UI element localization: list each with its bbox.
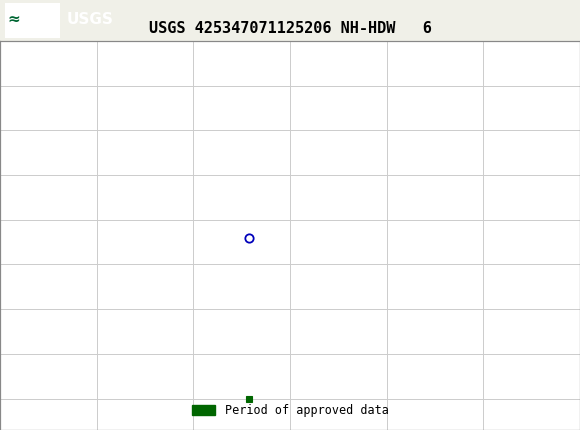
Text: USGS: USGS	[67, 12, 114, 27]
Legend: Period of approved data: Period of approved data	[187, 399, 393, 422]
Title: USGS 425347071125206 NH-HDW   6: USGS 425347071125206 NH-HDW 6	[148, 21, 432, 36]
Text: ≈: ≈	[8, 12, 20, 27]
FancyBboxPatch shape	[5, 3, 60, 37]
